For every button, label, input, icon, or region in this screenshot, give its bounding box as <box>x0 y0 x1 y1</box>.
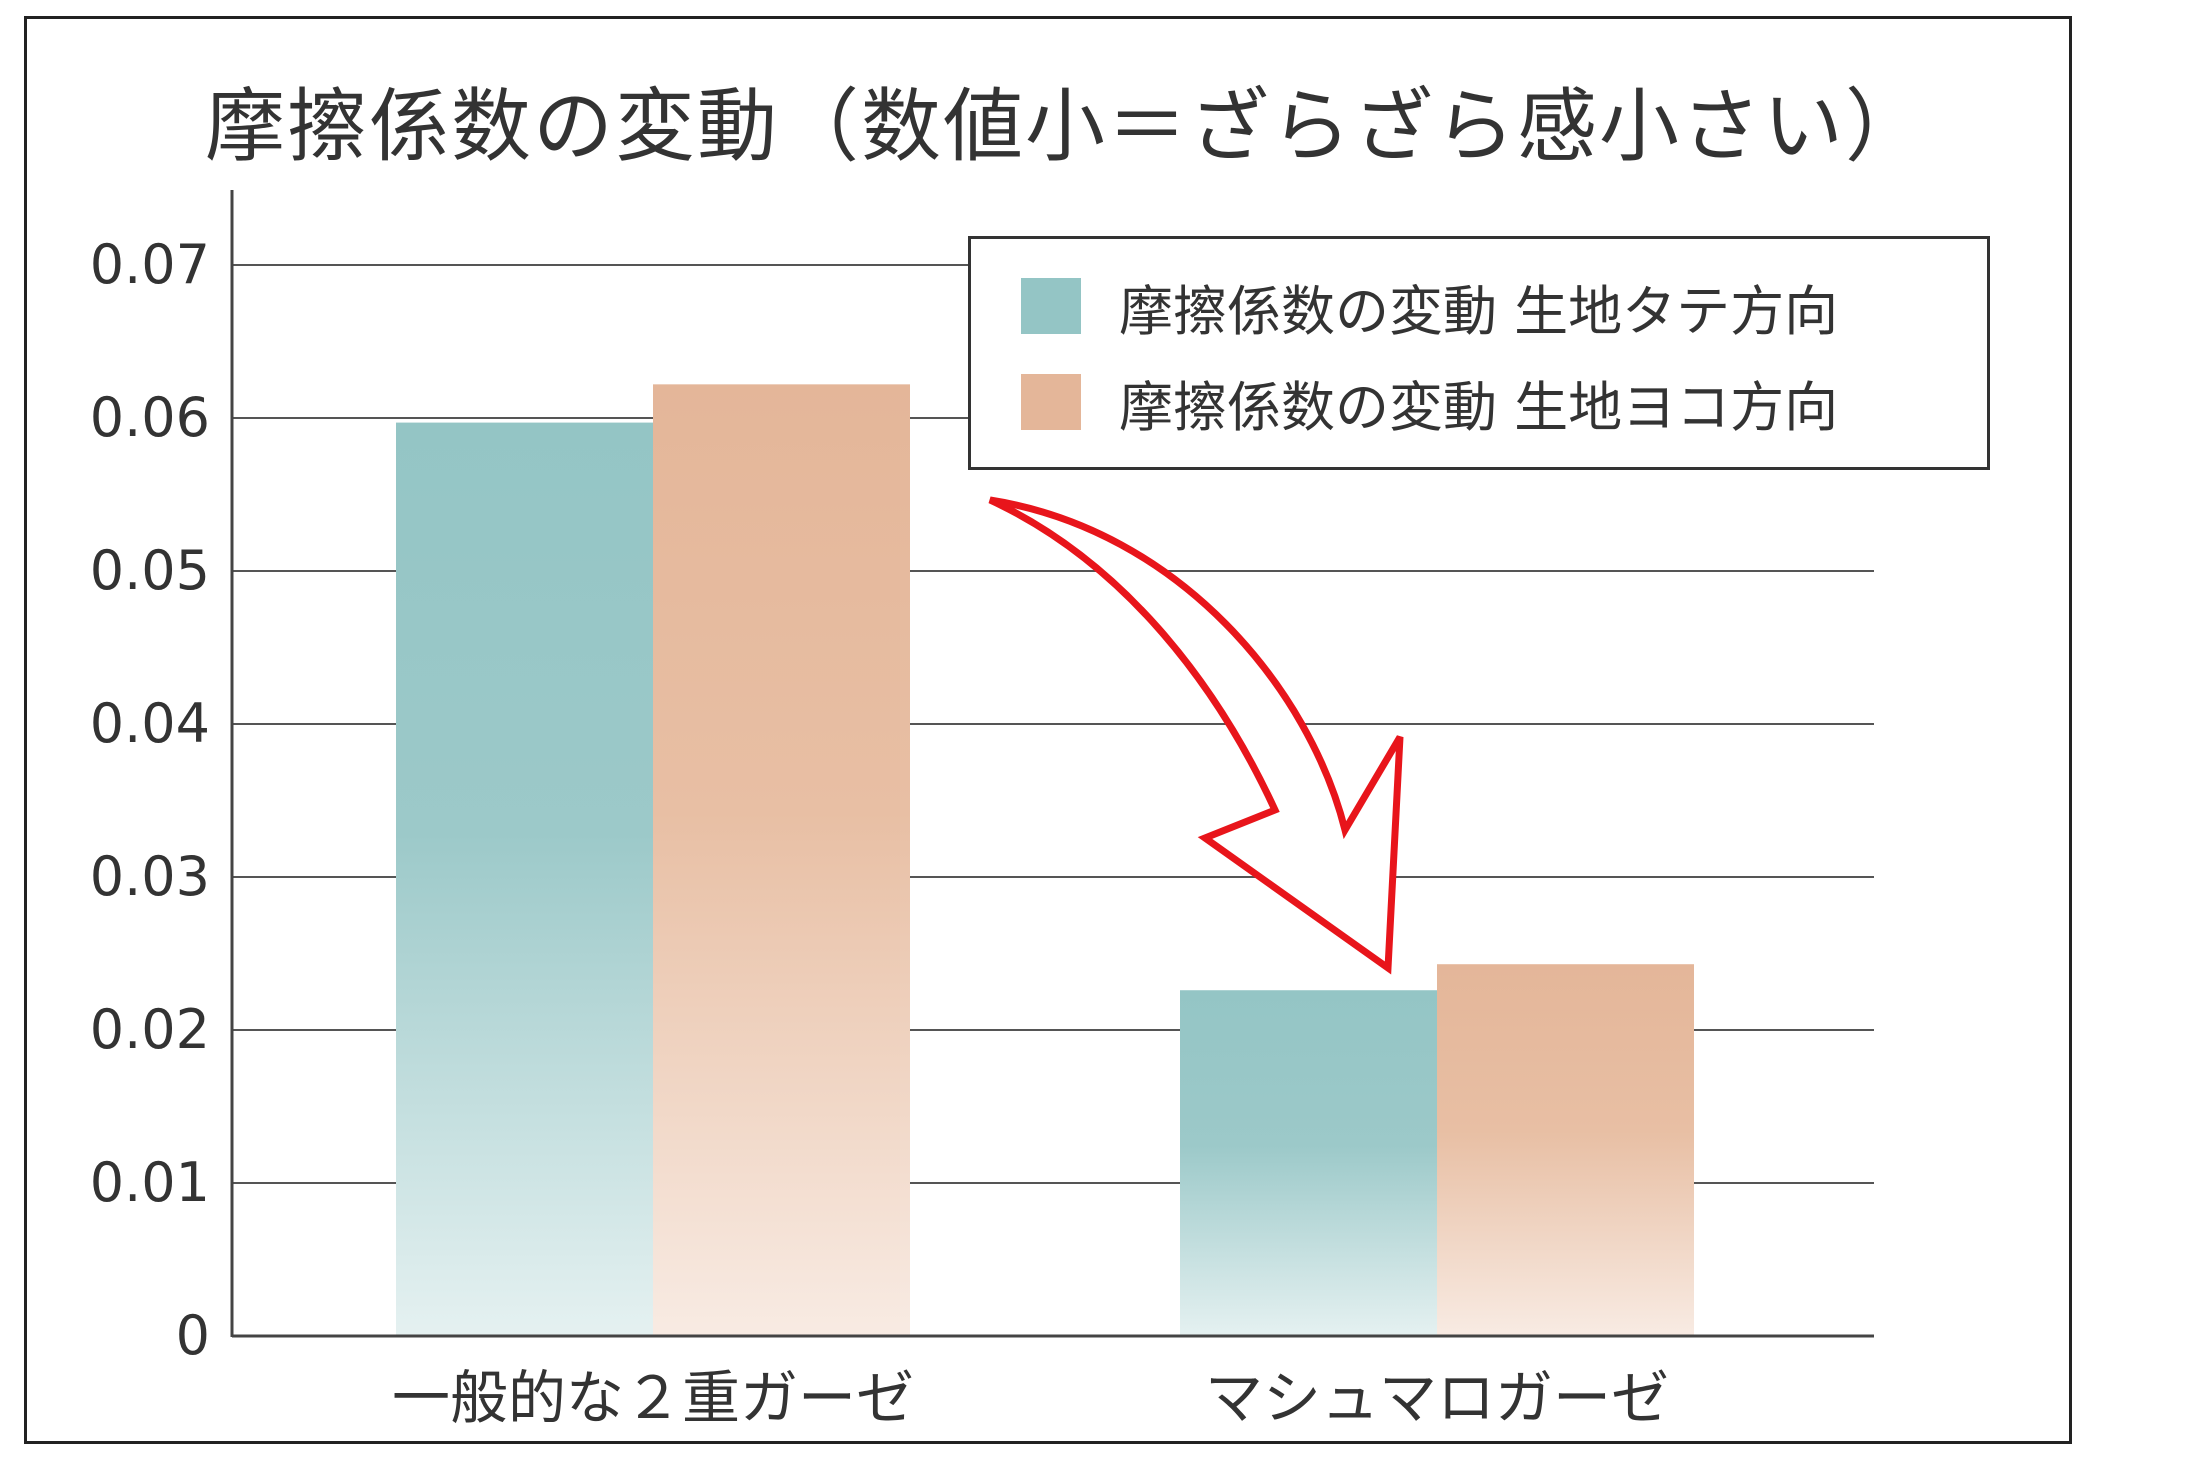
bars <box>396 384 1694 1337</box>
chart-title: 摩擦係数の変動（数値小＝ざらざら感小さい） <box>205 80 1927 173</box>
bar-yoko-0 <box>653 384 910 1337</box>
legend: 摩擦係数の変動 生地タテ方向 摩擦係数の変動 生地ヨコ方向 <box>968 236 1990 470</box>
legend-label-tate: 摩擦係数の変動 生地タテ方向 <box>1119 279 1839 343</box>
bar-tate-0 <box>396 422 653 1337</box>
y-tick-label: 0.06 <box>90 386 210 449</box>
y-tick-label: 0.03 <box>90 845 210 908</box>
y-tick-label: 0 <box>176 1304 210 1367</box>
legend-item-tate: 摩擦係数の変動 生地タテ方向 <box>1021 271 1838 343</box>
x-tick-label: 一般的な２重ガーゼ <box>392 1364 914 1432</box>
y-tick-label: 0.07 <box>90 233 210 296</box>
decrease-arrow-icon <box>988 496 1404 975</box>
axes <box>230 190 1874 1338</box>
annotation-arrow <box>988 496 1404 975</box>
tick-labels: 0 0.01 0.02 0.03 0.04 0.05 0.06 0.07 一般的な２重ガーゼ マシ… <box>90 233 1669 1432</box>
legend-item-yoko: 摩擦係数の変動 生地ヨコ方向 <box>1021 367 1838 439</box>
bar-yoko-1 <box>1437 964 1694 1336</box>
chart-frame <box>24 16 2072 1444</box>
legend-label-yoko: 摩擦係数の変動 生地ヨコ方向 <box>1119 375 1839 439</box>
x-tick-label: マシュマロガーゼ <box>1205 1364 1669 1432</box>
y-tick-label: 0.01 <box>90 1151 210 1214</box>
y-tick-label: 0.04 <box>90 692 210 755</box>
legend-swatch-yoko <box>1021 374 1081 430</box>
y-tick-label: 0.02 <box>90 998 210 1061</box>
legend-swatch-tate <box>1021 278 1081 334</box>
bar-tate-1 <box>1180 990 1437 1336</box>
y-tick-label: 0.05 <box>90 539 210 602</box>
